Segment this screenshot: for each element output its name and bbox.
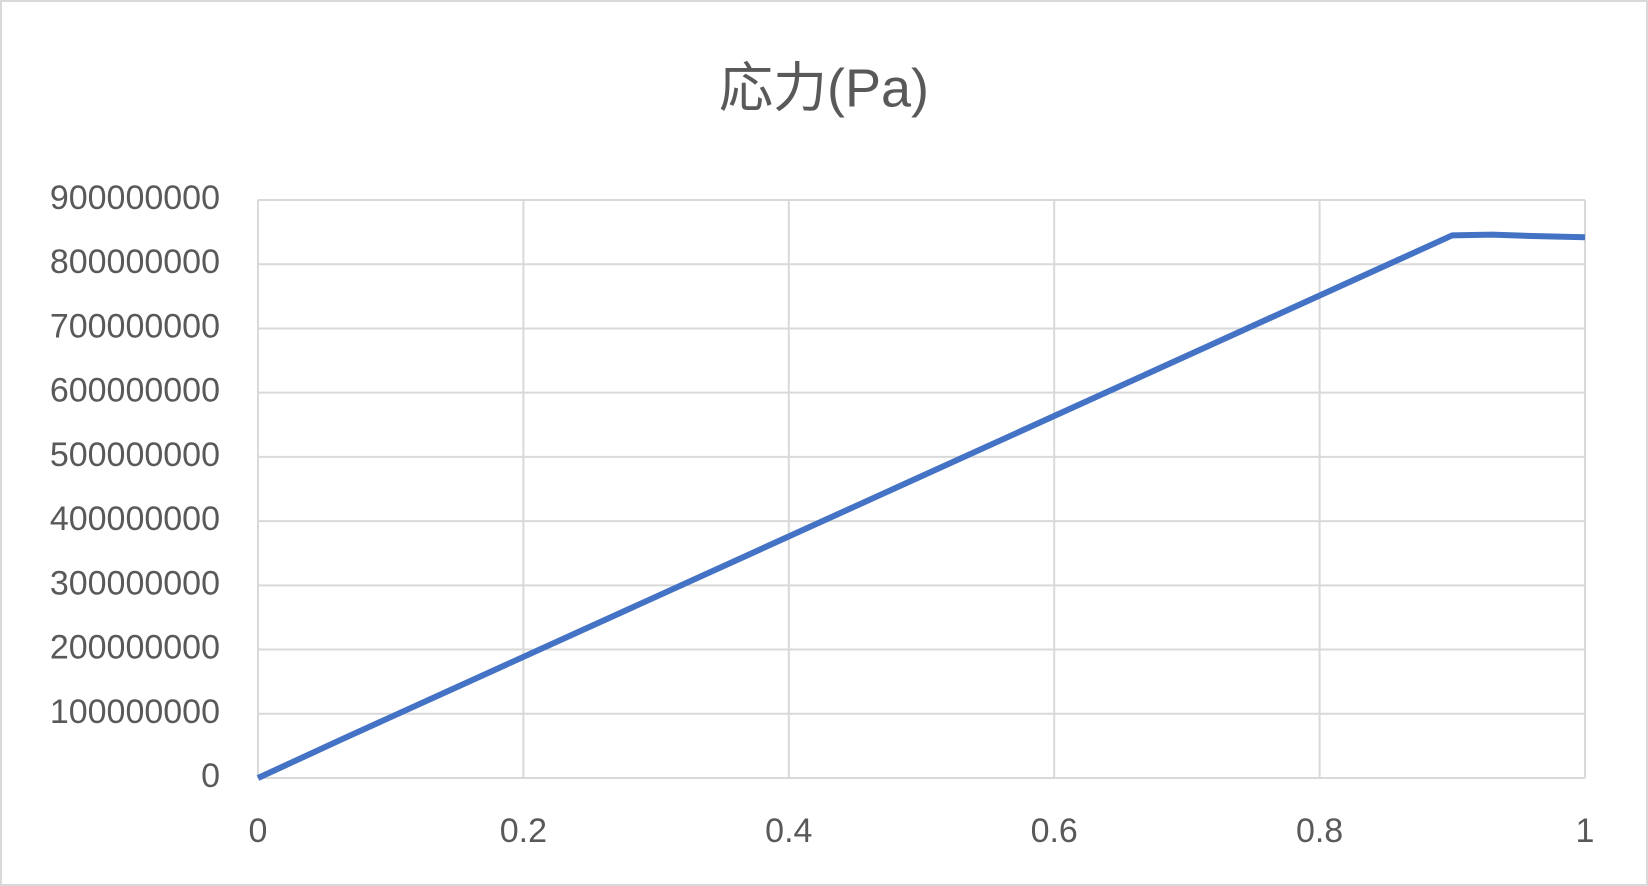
y-tick-label: 600000000 [50, 372, 220, 410]
y-tick-label: 800000000 [50, 243, 220, 281]
x-tick-label: 0.6 [1031, 812, 1078, 850]
y-tick-label: 100000000 [50, 693, 220, 731]
y-tick-label: 400000000 [50, 500, 220, 538]
x-tick-label: 0.8 [1296, 812, 1343, 850]
x-tick-label: 0.2 [500, 812, 547, 850]
data-line [256, 231, 1586, 781]
y-tick-label: 200000000 [50, 629, 220, 667]
y-tick-label: 300000000 [50, 564, 220, 602]
y-tick-label: 500000000 [50, 436, 220, 474]
x-tick-label: 0.4 [765, 812, 812, 850]
chart-title: 応力(Pa) [719, 58, 929, 118]
y-tick-label: 900000000 [50, 179, 220, 217]
x-tick-label: 1 [1576, 812, 1595, 850]
y-tick-label: 0 [201, 757, 220, 795]
y-tick-label: 700000000 [50, 307, 220, 345]
x-tick-label: 0 [249, 812, 268, 850]
